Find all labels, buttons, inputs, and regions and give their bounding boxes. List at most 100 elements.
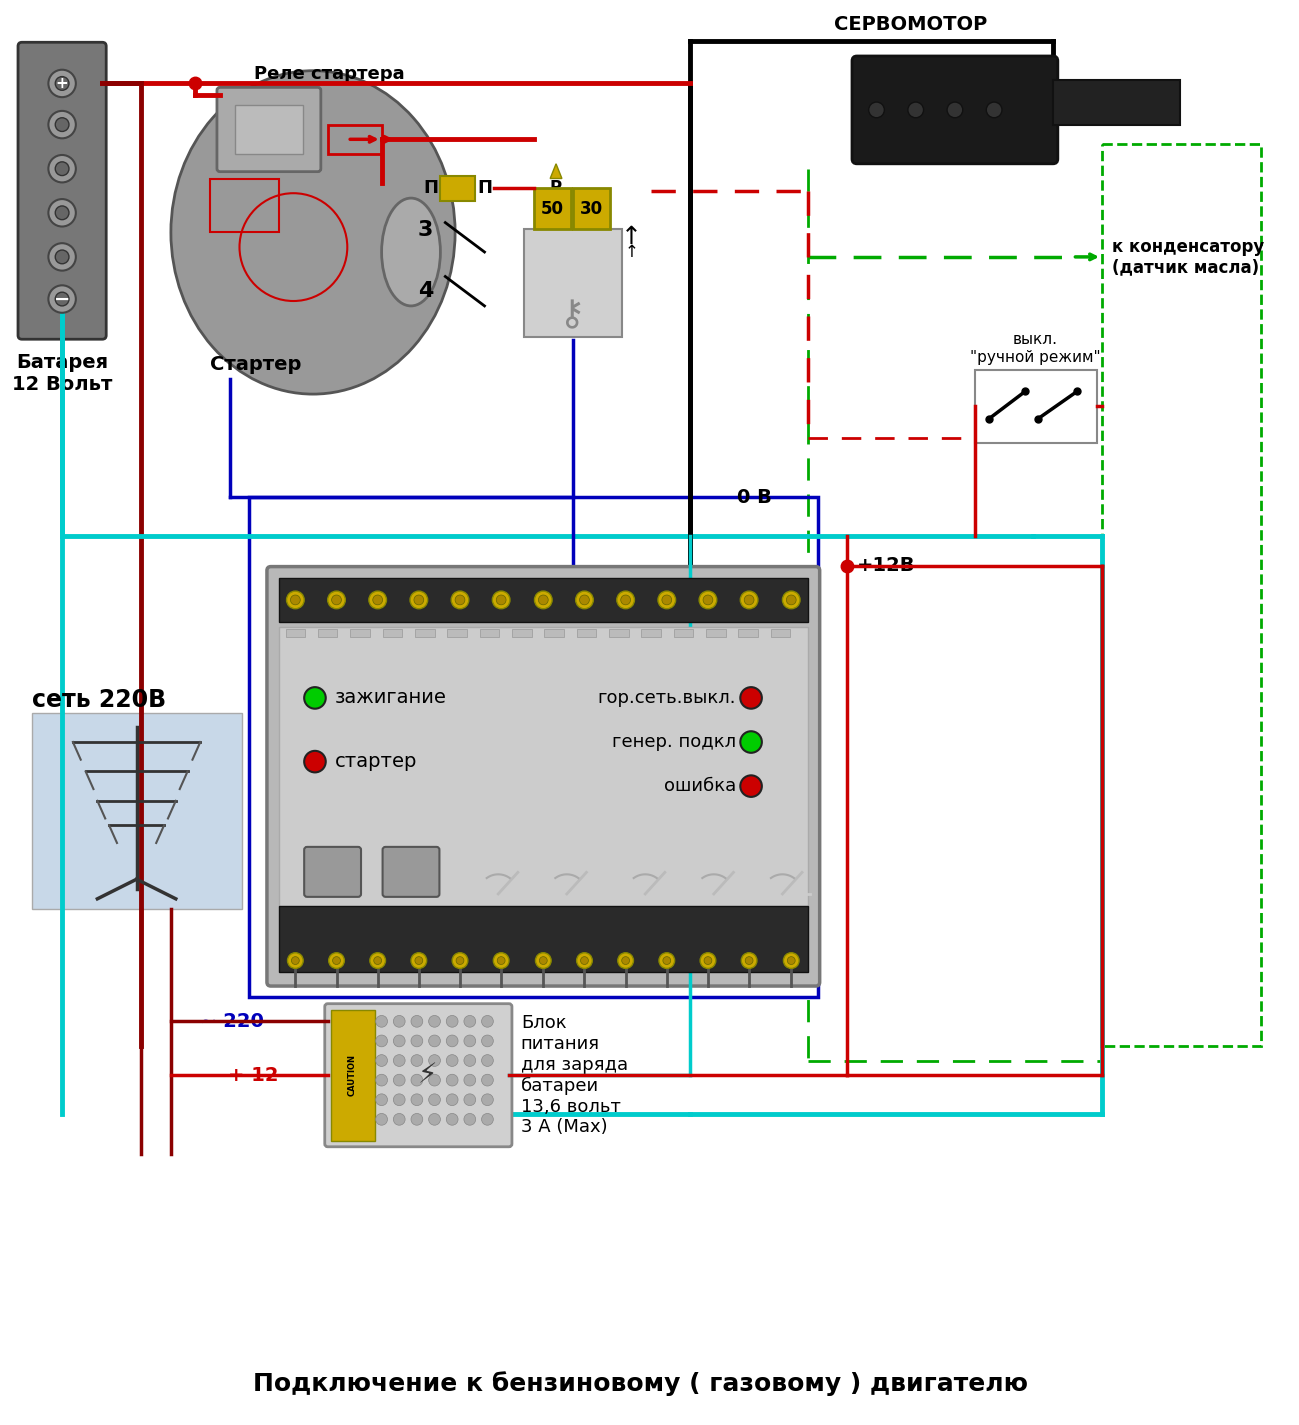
Circle shape	[452, 953, 468, 969]
Circle shape	[56, 292, 69, 306]
Bar	[512, 630, 531, 637]
Circle shape	[375, 1074, 387, 1086]
Circle shape	[498, 956, 505, 965]
Circle shape	[327, 591, 346, 608]
Circle shape	[375, 1016, 387, 1027]
Circle shape	[56, 77, 69, 90]
Circle shape	[373, 596, 383, 604]
Circle shape	[464, 1016, 475, 1027]
Circle shape	[429, 1094, 440, 1106]
Circle shape	[908, 103, 924, 118]
Circle shape	[394, 1054, 405, 1066]
Circle shape	[414, 956, 422, 965]
Bar	[738, 630, 757, 637]
Circle shape	[410, 953, 426, 969]
Circle shape	[617, 591, 634, 608]
Text: Р: Р	[549, 180, 562, 197]
Bar	[279, 627, 808, 906]
FancyBboxPatch shape	[266, 567, 820, 986]
Circle shape	[375, 1054, 387, 1066]
Circle shape	[744, 596, 753, 604]
Text: зажигание: зажигание	[335, 688, 447, 707]
Circle shape	[394, 1094, 405, 1106]
Circle shape	[464, 1113, 475, 1126]
Circle shape	[410, 1035, 422, 1047]
Circle shape	[455, 596, 465, 604]
Circle shape	[482, 1035, 494, 1047]
Circle shape	[703, 596, 713, 604]
Bar	[674, 630, 694, 637]
Bar	[573, 188, 611, 229]
Circle shape	[659, 591, 675, 608]
Text: генер. подкл: генер. подкл	[612, 732, 737, 751]
Circle shape	[48, 155, 75, 182]
Circle shape	[447, 1074, 459, 1086]
Bar	[440, 175, 474, 201]
Circle shape	[375, 1094, 387, 1106]
Text: Блок
питания
для заряда
батареи
13,6 вольт
3 А (Max): Блок питания для заряда батареи 13,6 вол…	[521, 1015, 627, 1136]
Circle shape	[659, 953, 674, 969]
Circle shape	[451, 591, 469, 608]
Circle shape	[700, 953, 716, 969]
Text: Батарея
12 Вольт: Батарея 12 Вольт	[12, 353, 112, 393]
Ellipse shape	[171, 71, 455, 395]
Circle shape	[746, 956, 753, 965]
Bar	[1053, 80, 1181, 124]
Bar	[235, 105, 303, 154]
Text: +: +	[56, 76, 69, 91]
Text: СЕРВОМОТОР: СЕРВОМОТОР	[834, 16, 987, 34]
Bar	[523, 229, 622, 338]
FancyBboxPatch shape	[217, 87, 321, 171]
Circle shape	[447, 1054, 459, 1066]
Circle shape	[291, 596, 300, 604]
Circle shape	[869, 103, 885, 118]
Bar	[534, 188, 570, 229]
Circle shape	[304, 687, 326, 708]
Circle shape	[494, 953, 509, 969]
Circle shape	[787, 956, 795, 965]
Circle shape	[370, 953, 386, 969]
Circle shape	[56, 118, 69, 131]
Circle shape	[447, 1113, 459, 1126]
Bar	[279, 579, 808, 623]
Circle shape	[482, 1074, 494, 1086]
Circle shape	[394, 1035, 405, 1047]
Circle shape	[429, 1074, 440, 1086]
Text: сеть 220В: сеть 220В	[31, 688, 166, 712]
Bar	[1102, 144, 1261, 1046]
Text: 50: 50	[540, 200, 564, 218]
Circle shape	[304, 751, 326, 772]
Bar	[447, 630, 466, 637]
Bar	[318, 630, 338, 637]
Bar	[331, 1009, 374, 1141]
Circle shape	[429, 1113, 440, 1126]
Bar	[974, 369, 1098, 443]
Circle shape	[429, 1035, 440, 1047]
Text: 0 В: 0 В	[738, 487, 772, 506]
Text: к конденсатору
(датчик масла): к конденсатору (датчик масла)	[1112, 238, 1264, 276]
Circle shape	[464, 1094, 475, 1106]
Circle shape	[56, 207, 69, 219]
Text: ошибка: ошибка	[664, 777, 737, 795]
Circle shape	[538, 596, 548, 604]
Text: 3: 3	[418, 221, 434, 241]
Bar	[414, 630, 435, 637]
Circle shape	[329, 953, 344, 969]
Circle shape	[534, 591, 552, 608]
Circle shape	[414, 596, 423, 604]
Circle shape	[447, 1016, 459, 1027]
Circle shape	[410, 1016, 422, 1027]
Text: гор.сеть.выкл.: гор.сеть.выкл.	[598, 688, 737, 707]
Text: ↑: ↑	[621, 225, 642, 249]
Bar	[705, 630, 726, 637]
Circle shape	[740, 731, 761, 752]
Text: ↑: ↑	[625, 244, 638, 261]
Text: ⚡: ⚡	[418, 1062, 438, 1089]
Circle shape	[740, 775, 761, 797]
Bar	[770, 630, 790, 637]
Circle shape	[740, 687, 761, 708]
Text: стартер: стартер	[335, 752, 417, 771]
Circle shape	[699, 591, 717, 608]
Circle shape	[492, 591, 511, 608]
Circle shape	[429, 1054, 440, 1066]
